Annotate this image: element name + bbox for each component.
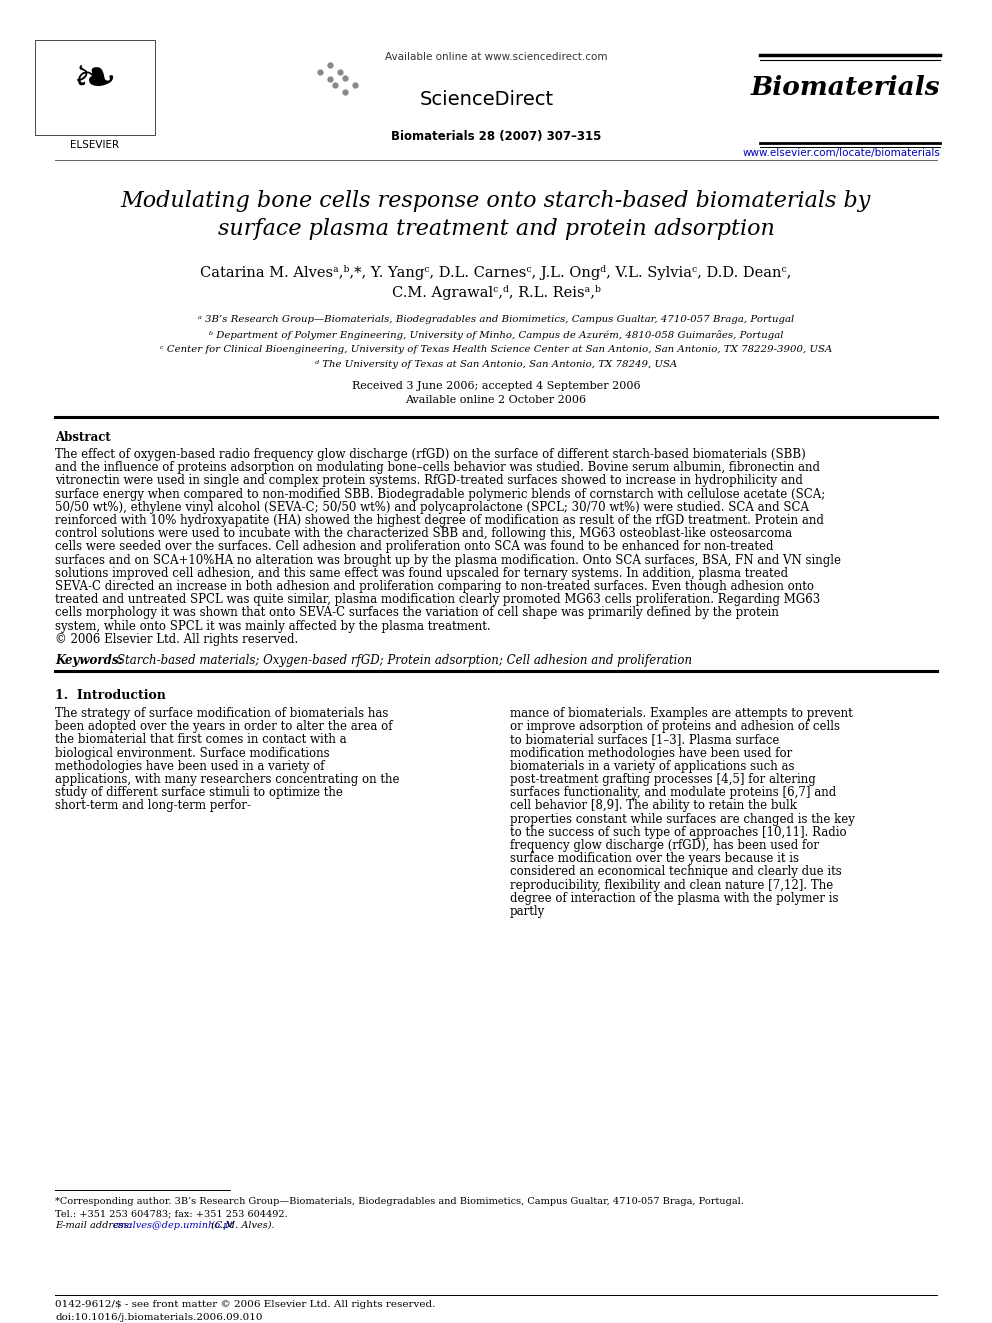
Text: study of different surface stimuli to optimize the: study of different surface stimuli to op… xyxy=(55,786,343,799)
Text: www.elsevier.com/locate/biomaterials: www.elsevier.com/locate/biomaterials xyxy=(742,148,940,157)
Text: biomaterials in a variety of applications such as: biomaterials in a variety of application… xyxy=(510,759,795,773)
Text: system, while onto SPCL it was mainly affected by the plasma treatment.: system, while onto SPCL it was mainly af… xyxy=(55,619,491,632)
Text: 50/50 wt%), ethylene vinyl alcohol (SEVA-C; 50/50 wt%) and polycaprolactone (SPC: 50/50 wt%), ethylene vinyl alcohol (SEVA… xyxy=(55,501,809,513)
Text: ᵃ 3B’s Research Group—Biomaterials, Biodegradables and Biomimetics, Campus Gualt: ᵃ 3B’s Research Group—Biomaterials, Biod… xyxy=(197,315,795,324)
Text: the biomaterial that first comes in contact with a: the biomaterial that first comes in cont… xyxy=(55,733,346,746)
Text: reinforced with 10% hydroxyapatite (HA) showed the highest degree of modificatio: reinforced with 10% hydroxyapatite (HA) … xyxy=(55,515,824,527)
Text: post-treatment grafting processes [4,5] for altering: post-treatment grafting processes [4,5] … xyxy=(510,773,815,786)
Text: SEVA-C directed an increase in both adhesion and proliferation comparing to non-: SEVA-C directed an increase in both adhe… xyxy=(55,579,814,593)
Text: frequency glow discharge (rfGD), has been used for: frequency glow discharge (rfGD), has bee… xyxy=(510,839,819,852)
Text: Modulating bone cells response onto starch-based biomaterials by: Modulating bone cells response onto star… xyxy=(121,191,871,212)
Text: surface plasma treatment and protein adsorption: surface plasma treatment and protein ads… xyxy=(217,218,775,239)
Text: cells were seeded over the surfaces. Cell adhesion and proliferation onto SCA wa: cells were seeded over the surfaces. Cel… xyxy=(55,540,774,553)
Text: Biomaterials: Biomaterials xyxy=(750,75,940,101)
Text: to biomaterial surfaces [1–3]. Plasma surface: to biomaterial surfaces [1–3]. Plasma su… xyxy=(510,733,780,746)
Text: biological environment. Surface modifications: biological environment. Surface modifica… xyxy=(55,746,329,759)
Text: solutions improved cell adhesion, and this same effect was found upscaled for te: solutions improved cell adhesion, and th… xyxy=(55,566,788,579)
Text: Catarina M. Alvesᵃ,ᵇ,*, Y. Yangᶜ, D.L. Carnesᶜ, J.L. Ongᵈ, V.L. Sylviaᶜ, D.D. De: Catarina M. Alvesᵃ,ᵇ,*, Y. Yangᶜ, D.L. C… xyxy=(200,265,792,280)
Text: ELSEVIER: ELSEVIER xyxy=(70,140,120,149)
Text: ᵈ The University of Texas at San Antonio, San Antonio, TX 78249, USA: ᵈ The University of Texas at San Antonio… xyxy=(314,360,678,369)
Text: 1.  Introduction: 1. Introduction xyxy=(55,689,166,703)
Text: been adopted over the years in order to alter the area of: been adopted over the years in order to … xyxy=(55,720,393,733)
Text: applications, with many researchers concentrating on the: applications, with many researchers conc… xyxy=(55,773,400,786)
Text: short-term and long-term perfor-: short-term and long-term perfor- xyxy=(55,799,251,812)
Text: Starch-based materials; Oxygen-based rfGD; Protein adsorption; Cell adhesion and: Starch-based materials; Oxygen-based rfG… xyxy=(117,654,692,667)
Text: ❧: ❧ xyxy=(72,54,117,106)
Text: to the success of such type of approaches [10,11]. Radio: to the success of such type of approache… xyxy=(510,826,846,839)
Text: (C.M. Alves).: (C.M. Alves). xyxy=(208,1221,275,1230)
Text: cells morphology it was shown that onto SEVA-C surfaces the variation of cell sh: cells morphology it was shown that onto … xyxy=(55,606,779,619)
Text: © 2006 Elsevier Ltd. All rights reserved.: © 2006 Elsevier Ltd. All rights reserved… xyxy=(55,632,299,646)
Text: doi:10.1016/j.biomaterials.2006.09.010: doi:10.1016/j.biomaterials.2006.09.010 xyxy=(55,1312,263,1322)
Text: and the influence of proteins adsorption on modulating bone–cells behavior was s: and the influence of proteins adsorption… xyxy=(55,462,820,474)
Text: C.M. Agrawalᶜ,ᵈ, R.L. Reisᵃ,ᵇ: C.M. Agrawalᶜ,ᵈ, R.L. Reisᵃ,ᵇ xyxy=(392,284,600,300)
Text: ᵇ Department of Polymer Engineering, University of Minho, Campus de Azurém, 4810: ᵇ Department of Polymer Engineering, Uni… xyxy=(208,329,784,340)
Text: reproducibility, flexibility and clean nature [7,12]. The: reproducibility, flexibility and clean n… xyxy=(510,878,833,892)
Text: ScienceDirect: ScienceDirect xyxy=(420,90,555,108)
Text: or improve adsorption of proteins and adhesion of cells: or improve adsorption of proteins and ad… xyxy=(510,720,840,733)
Text: treated and untreated SPCL was quite similar, plasma modification clearly promot: treated and untreated SPCL was quite sim… xyxy=(55,593,820,606)
Text: Abstract: Abstract xyxy=(55,431,111,445)
Text: 0142-9612/$ - see front matter © 2006 Elsevier Ltd. All rights reserved.: 0142-9612/$ - see front matter © 2006 El… xyxy=(55,1301,435,1308)
Text: properties constant while surfaces are changed is the key: properties constant while surfaces are c… xyxy=(510,812,855,826)
Text: mance of biomaterials. Examples are attempts to prevent: mance of biomaterials. Examples are atte… xyxy=(510,706,853,720)
Text: The effect of oxygen-based radio frequency glow discharge (rfGD) on the surface : The effect of oxygen-based radio frequen… xyxy=(55,448,806,460)
Text: Received 3 June 2006; accepted 4 September 2006: Received 3 June 2006; accepted 4 Septemb… xyxy=(352,381,640,392)
Text: modification methodologies have been used for: modification methodologies have been use… xyxy=(510,746,793,759)
Text: Biomaterials 28 (2007) 307–315: Biomaterials 28 (2007) 307–315 xyxy=(391,130,601,143)
Text: Available online at www.sciencedirect.com: Available online at www.sciencedirect.co… xyxy=(385,52,607,62)
Text: Keywords:: Keywords: xyxy=(55,654,127,667)
Text: surface energy when compared to non-modified SBB. Biodegradable polymeric blends: surface energy when compared to non-modi… xyxy=(55,488,825,500)
Text: cell behavior [8,9]. The ability to retain the bulk: cell behavior [8,9]. The ability to reta… xyxy=(510,799,797,812)
Text: Tel.: +351 253 604783; fax: +351 253 604492.: Tel.: +351 253 604783; fax: +351 253 604… xyxy=(55,1209,288,1218)
Text: degree of interaction of the plasma with the polymer is: degree of interaction of the plasma with… xyxy=(510,892,838,905)
Text: surface modification over the years because it is: surface modification over the years beca… xyxy=(510,852,799,865)
Text: ᶜ Center for Clinical Bioengineering, University of Texas Health Science Center : ᶜ Center for Clinical Bioengineering, Un… xyxy=(160,345,832,355)
Text: *Corresponding author. 3B’s Research Group—Biomaterials, Biodegradables and Biom: *Corresponding author. 3B’s Research Gro… xyxy=(55,1197,744,1207)
Text: Available online 2 October 2006: Available online 2 October 2006 xyxy=(406,396,586,405)
Text: vitronectin were used in single and complex protein systems. RfGD-treated surfac: vitronectin were used in single and comp… xyxy=(55,475,803,487)
Text: partly: partly xyxy=(510,905,546,918)
Text: methodologies have been used in a variety of: methodologies have been used in a variet… xyxy=(55,759,324,773)
Text: cmalves@dep.uminho.pt: cmalves@dep.uminho.pt xyxy=(113,1221,234,1230)
Text: surfaces and on SCA+10%HA no alteration was brought up by the plasma modificatio: surfaces and on SCA+10%HA no alteration … xyxy=(55,553,841,566)
Text: The strategy of surface modification of biomaterials has: The strategy of surface modification of … xyxy=(55,706,389,720)
Text: considered an economical technique and clearly due its: considered an economical technique and c… xyxy=(510,865,842,878)
Text: E-mail address:: E-mail address: xyxy=(55,1221,135,1230)
Text: control solutions were used to incubate with the characterized SBB and, followin: control solutions were used to incubate … xyxy=(55,527,793,540)
Text: surfaces functionality, and modulate proteins [6,7] and: surfaces functionality, and modulate pro… xyxy=(510,786,836,799)
